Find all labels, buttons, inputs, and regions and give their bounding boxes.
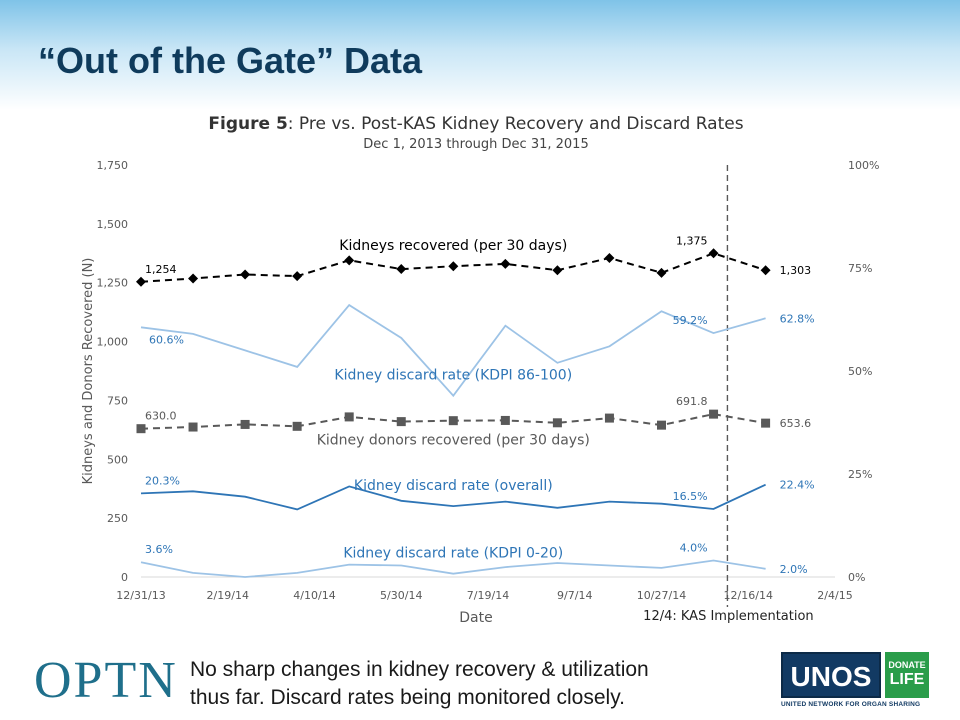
y-left-tick-label: 250	[107, 512, 128, 525]
series-line-1	[140, 303, 766, 398]
x-tick-label: 5/30/14	[380, 589, 422, 602]
series-0-point	[240, 269, 251, 280]
series-0-point	[344, 255, 355, 266]
series-2-point	[552, 418, 562, 428]
footer-line-2: thus far. Discard rates being monitored …	[190, 686, 625, 709]
unos-logo: UNOS DONATE LIFE UNITED NETWORK FOR ORGA…	[781, 652, 935, 712]
y-right-tick-label: 25%	[848, 468, 872, 481]
series-2-point	[292, 421, 302, 431]
chart-title: Figure 5: Pre vs. Post-KAS Kidney Recove…	[208, 114, 743, 134]
chart-container: Figure 5: Pre vs. Post-KAS Kidney Recove…	[68, 97, 902, 632]
series-2-point	[500, 415, 510, 425]
series-0-point	[396, 264, 407, 275]
data-label: 630.0	[145, 410, 177, 423]
series-2-point	[396, 417, 406, 427]
x-tick-label: 7/19/14	[467, 589, 509, 602]
data-label: 653.6	[780, 417, 812, 430]
y-left-tick-label: 1,250	[97, 277, 129, 290]
series-0-point	[448, 261, 459, 272]
unos-tagline: UNITED NETWORK FOR ORGAN SHARING	[781, 701, 921, 708]
x-tick-label: 12/31/13	[116, 589, 165, 602]
series-annotation: Kidneys recovered (per 30 days)	[339, 238, 567, 254]
slide-title: “Out of the Gate” Data	[38, 40, 423, 81]
unos-wordmark: UNOS	[781, 652, 881, 698]
x-axis-title: Date	[459, 610, 492, 626]
y-left-tick-label: 1,500	[97, 218, 129, 231]
data-label: 1,254	[145, 263, 177, 276]
x-tick-label: 4/10/14	[293, 589, 335, 602]
data-label: 1,303	[780, 264, 812, 277]
footer-line-1: No sharp changes in kidney recovery & ut…	[190, 658, 649, 681]
y-left-axis-title: Kidneys and Donors Recovered (N)	[81, 258, 96, 485]
kas-reference-label: 12/4: KAS Implementation	[643, 609, 814, 624]
series-line-3	[140, 483, 766, 511]
series-annotation: Kidney discard rate (overall)	[354, 478, 553, 494]
x-tick-label: 9/7/14	[557, 589, 592, 602]
data-label: 3.6%	[145, 543, 173, 556]
y-right-tick-label: 75%	[848, 262, 872, 275]
series-0-point	[188, 273, 199, 284]
life-text: LIFE	[889, 671, 925, 688]
series-annotation: Kidney discard rate (KDPI 0-20)	[343, 546, 563, 562]
data-label: 1,375	[676, 234, 708, 247]
optn-logo: OPTN	[34, 652, 178, 709]
x-tick-label: 2/4/15	[817, 589, 852, 602]
series-0-point	[136, 276, 146, 287]
series-0-point	[760, 265, 771, 276]
y-right-tick-label: 100%	[848, 159, 879, 172]
data-label: 2.0%	[780, 563, 808, 576]
series-2-point	[136, 424, 146, 434]
series-0-point	[708, 248, 719, 259]
data-label: 22.4%	[780, 479, 815, 492]
x-tick-label: 2/19/14	[207, 589, 249, 602]
chart-title-bold: Figure 5	[208, 114, 287, 134]
y-left-tick-label: 1,000	[97, 336, 129, 349]
series-2-point	[240, 419, 250, 429]
y-left-tick-label: 500	[107, 453, 128, 466]
data-label: 16.5%	[673, 490, 708, 503]
chart-title-rest: : Pre vs. Post-KAS Kidney Recovery and D…	[288, 114, 744, 134]
data-label: 62.8%	[780, 312, 815, 325]
series-2-point	[604, 413, 614, 423]
series-0-point	[604, 252, 615, 263]
y-right-tick-label: 0%	[848, 571, 865, 584]
y-left-tick-label: 750	[107, 394, 128, 407]
donate-life-mark: DONATE LIFE	[885, 652, 929, 698]
header-band	[0, 0, 960, 110]
series-2-point	[761, 418, 771, 428]
y-left-tick-label: 1,750	[97, 159, 129, 172]
series-annotation: Kidney donors recovered (per 30 days)	[317, 433, 590, 449]
series-0-point	[656, 267, 667, 278]
chart-subtitle: Dec 1, 2013 through Dec 31, 2015	[363, 137, 588, 152]
y-left-tick-label: 0	[121, 571, 128, 584]
data-label: 60.6%	[149, 333, 184, 346]
data-label: 59.2%	[673, 314, 708, 327]
data-label: 4.0%	[680, 542, 708, 555]
footer-note: No sharp changes in kidney recovery & ut…	[190, 656, 760, 712]
series-0-point	[292, 271, 303, 282]
y-right-tick-label: 50%	[848, 365, 872, 378]
x-tick-label: 10/27/14	[637, 589, 686, 602]
series-2-point	[344, 412, 354, 422]
series-0-point	[500, 258, 511, 269]
series-2-point	[657, 420, 666, 430]
data-label: 20.3%	[145, 474, 180, 487]
data-label: 691.8	[676, 395, 708, 408]
series-line-4	[140, 559, 766, 578]
x-tick-label: 12/16/14	[724, 589, 773, 602]
series-0-point	[552, 265, 563, 276]
series-2-point	[188, 422, 198, 432]
series-2-point	[709, 409, 719, 419]
series-2-point	[448, 416, 458, 426]
line-chart: Figure 5: Pre vs. Post-KAS Kidney Recove…	[81, 114, 902, 626]
series-annotation: Kidney discard rate (KDPI 86-100)	[334, 368, 572, 384]
donate-text: DONATE	[888, 660, 926, 670]
